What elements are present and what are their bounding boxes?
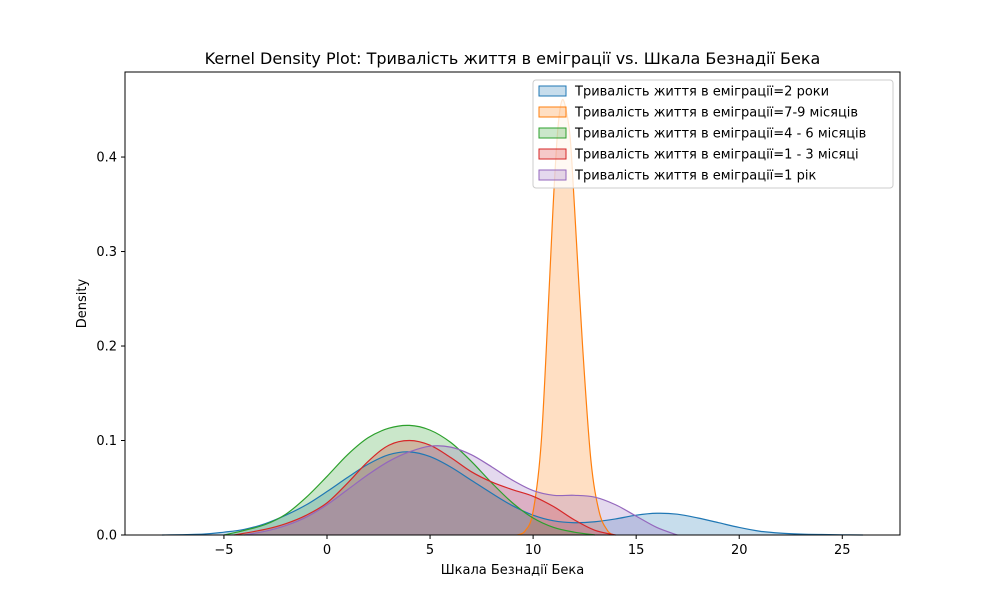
legend-item: Тривалість життя в еміграції=7-9 місяців: [538, 106, 858, 121]
legend-swatch: [538, 127, 567, 139]
density-line-2: [223, 424, 596, 536]
legend-label: Тривалість життя в еміграції=1 - 3 місяц…: [574, 148, 859, 163]
x-tick-label: 0: [323, 543, 331, 558]
x-axis-ticks: −5 0 5 10 15 20 25: [214, 535, 851, 558]
y-tick-label: 0.2: [96, 340, 117, 355]
legend-box: [532, 79, 894, 189]
density-area-0: [162, 451, 863, 535]
legend-item: Тривалість життя в еміграції=1 рік: [538, 169, 816, 184]
y-tick-label: 0.3: [96, 245, 117, 260]
legend-label: Тривалість життя в еміграції=2 роки: [574, 85, 829, 100]
density-area-3: [234, 440, 616, 535]
x-tick-label: 20: [731, 543, 748, 558]
density-area-1: [516, 99, 614, 535]
density-areas: [162, 99, 863, 535]
legend-item: Тривалість життя в еміграції=4 - 6 місяц…: [538, 127, 866, 142]
chart-title: Kernel Density Plot: Тривалість життя в …: [205, 49, 821, 68]
legend-item: Тривалість життя в еміграції=2 роки: [538, 85, 829, 100]
y-axis-ticks: 0.0 0.1 0.2 0.3 0.4: [96, 151, 125, 544]
legend-swatch: [538, 106, 567, 118]
x-axis-label: Шкала Безнадії Бека: [441, 563, 585, 578]
density-area-2: [223, 425, 595, 535]
legend-label: Тривалість життя в еміграції=1 рік: [574, 169, 816, 184]
legend-label: Тривалість життя в еміграції=7-9 місяців: [574, 106, 858, 121]
density-lines: [162, 98, 863, 536]
y-tick-label: 0.4: [96, 151, 117, 166]
legend-item: Тривалість життя в еміграції=1 - 3 місяц…: [538, 148, 859, 163]
y-axis-label: Density: [75, 278, 90, 328]
density-line-3: [234, 439, 616, 536]
legend-swatch: [538, 169, 567, 181]
legend-swatch: [538, 85, 567, 97]
legend-swatch: [538, 148, 567, 160]
legend-label: Тривалість життя в еміграції=4 - 6 місяц…: [574, 127, 866, 142]
x-tick-label: 10: [525, 543, 542, 558]
y-tick-label: 0.1: [96, 434, 117, 449]
x-tick-label: −5: [214, 543, 233, 558]
plot-frame: [124, 71, 901, 536]
x-tick-label: 5: [426, 543, 434, 558]
density-area-4: [244, 445, 678, 535]
legend: Тривалість життя в еміграції=2 роки Трива…: [532, 79, 894, 189]
y-tick-label: 0.0: [96, 529, 117, 544]
x-tick-label: 15: [628, 543, 645, 558]
density-line-4: [244, 445, 678, 536]
x-tick-label: 25: [834, 543, 851, 558]
